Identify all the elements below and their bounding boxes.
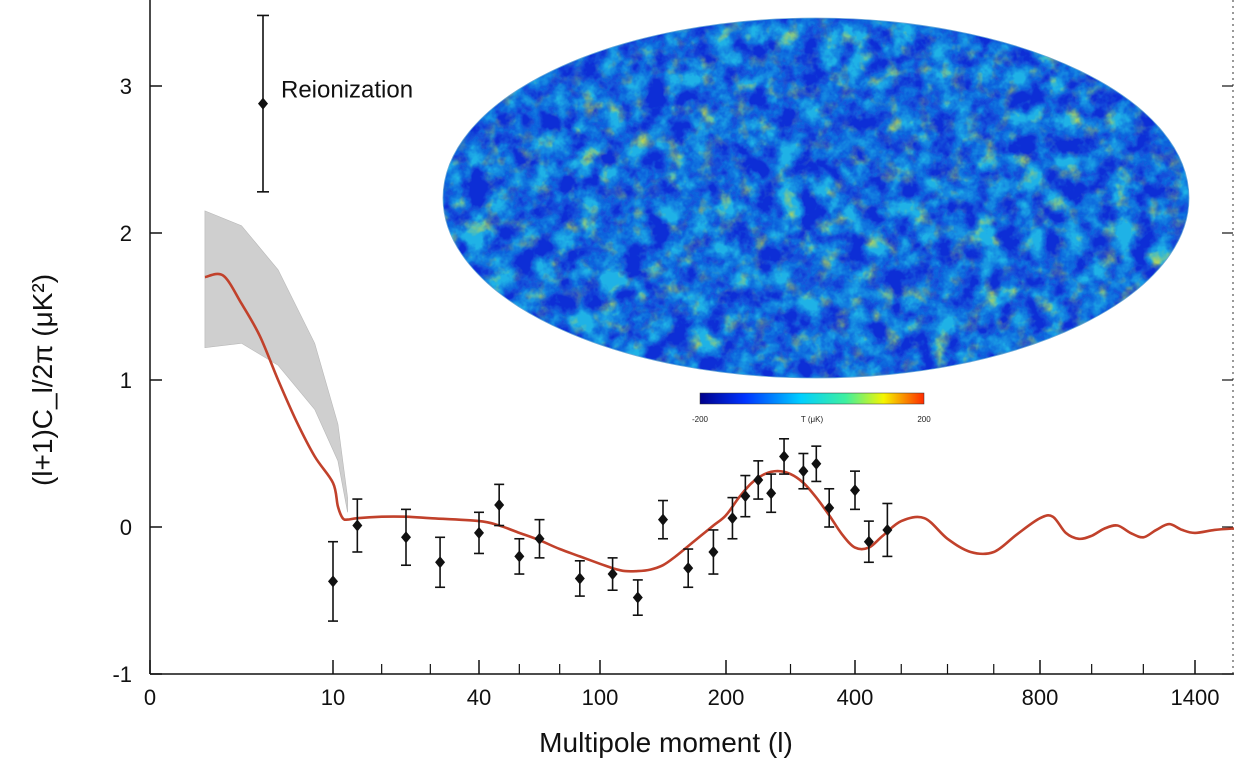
temperature-colorbar: -200 T (μK) 200: [692, 392, 931, 424]
data-point: [798, 452, 809, 490]
axis-ticks: [149, 85, 1233, 675]
data-point: [574, 560, 585, 597]
data-point: [753, 460, 764, 500]
data-marker: [328, 575, 338, 588]
data-marker: [435, 556, 446, 569]
data-point: [708, 529, 719, 575]
x-tick-label: 100: [582, 685, 619, 710]
data-point: [435, 536, 446, 589]
data-marker: [534, 532, 545, 545]
data-marker: [779, 450, 790, 463]
data-marker: [474, 526, 484, 539]
y-tick-label: 2: [120, 221, 132, 246]
data-point: [882, 502, 893, 558]
reionization-annotation: Reionization: [257, 14, 413, 193]
data-point: [863, 520, 874, 564]
x-tick-label: 400: [837, 685, 874, 710]
y-tick-labels: -1 0 1 2 3: [112, 74, 132, 687]
x-tick-labels: 0 10 40 100 200 400 800 1400: [144, 685, 1220, 710]
colorbar-min-label: -200: [692, 415, 709, 424]
y-axis-title: (l+1)C_l/2π (μK²): [27, 274, 58, 486]
x-tick-label: 800: [1022, 685, 1059, 710]
data-marker: [632, 591, 643, 604]
model-curve-layer: [204, 272, 1234, 573]
x-tick-label: 0: [144, 685, 156, 710]
y-tick-label: 0: [120, 515, 132, 540]
data-marker: [798, 465, 809, 478]
data-point: [850, 470, 860, 511]
reionization-label: Reionization: [281, 77, 413, 104]
data-point: [607, 557, 618, 592]
reionization-marker: [258, 97, 268, 110]
data-point: [534, 518, 545, 559]
data-marker: [727, 512, 738, 525]
data-point: [474, 511, 484, 555]
data-point: [779, 437, 790, 475]
data-point: [632, 579, 643, 617]
data-marker: [863, 535, 874, 548]
x-tick-label: 10: [321, 685, 345, 710]
data-marker: [753, 473, 764, 486]
x-tick-label: 1400: [1171, 685, 1220, 710]
data-marker: [811, 457, 822, 470]
x-axis-title: Multipole moment (l): [539, 727, 793, 758]
data-marker: [824, 501, 835, 514]
x-tick-label: 40: [467, 685, 491, 710]
data-points-layer: [328, 437, 893, 622]
data-point: [494, 483, 505, 527]
data-marker: [683, 562, 694, 575]
data-point: [514, 537, 525, 575]
data-point: [658, 499, 668, 540]
y-tick-label: 1: [120, 368, 132, 393]
data-marker: [352, 519, 363, 532]
data-point: [811, 445, 822, 483]
data-marker: [494, 498, 505, 511]
data-marker: [401, 531, 411, 544]
x-tick-label: 200: [708, 685, 745, 710]
data-marker: [740, 490, 751, 503]
data-point: [352, 498, 363, 553]
data-marker: [708, 545, 719, 558]
colorbar-mid-label: T (μK): [801, 415, 824, 424]
model-uncertainty-band: [204, 210, 348, 513]
y-tick-label: 3: [120, 74, 132, 99]
data-marker: [658, 513, 668, 526]
cmb-sky-map: [442, 17, 1190, 379]
data-marker: [850, 484, 860, 497]
data-marker: [574, 572, 585, 585]
model-curve: [204, 272, 1234, 573]
data-point: [328, 540, 338, 622]
model-uncertainty-layer: [204, 210, 348, 513]
data-point: [683, 548, 694, 589]
data-marker: [514, 550, 525, 563]
data-point: [740, 474, 751, 518]
colorbar-max-label: 200: [917, 415, 931, 424]
data-point: [766, 473, 777, 514]
data-point: [824, 487, 835, 528]
y-tick-label: -1: [112, 662, 132, 687]
data-point: [401, 508, 411, 567]
data-marker: [766, 487, 777, 500]
data-marker: [882, 523, 893, 536]
data-point: [727, 496, 738, 540]
data-marker: [607, 568, 618, 581]
